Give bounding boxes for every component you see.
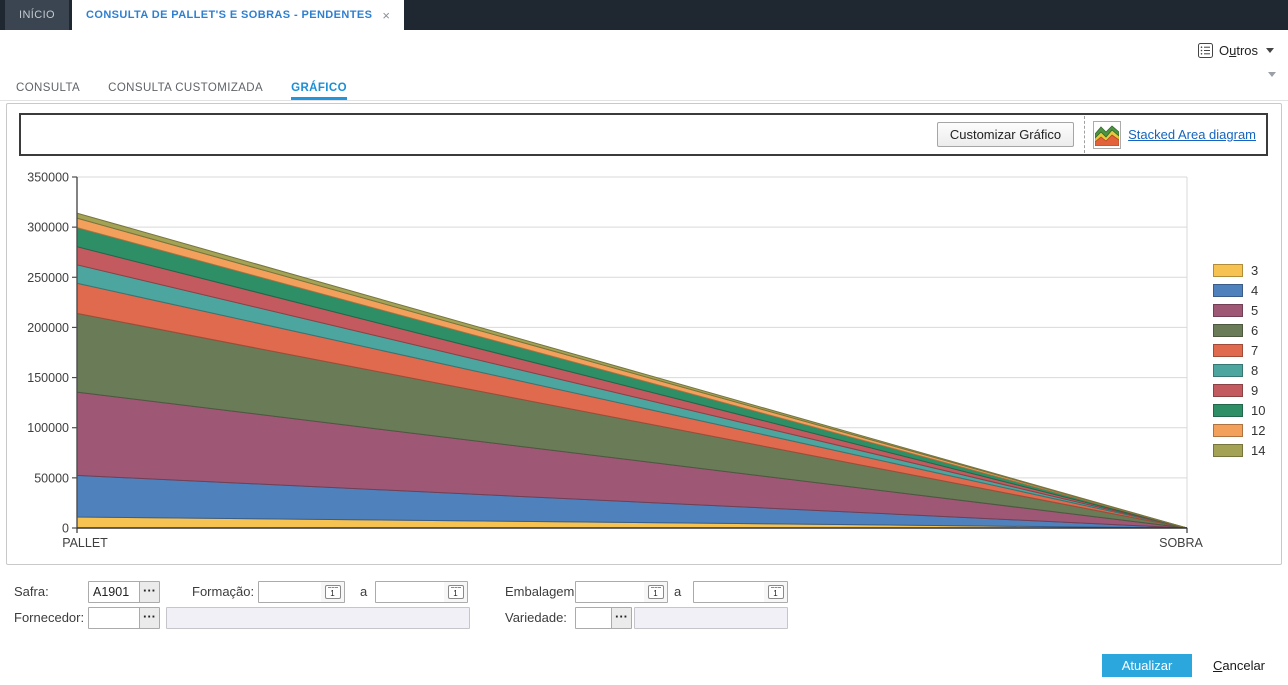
tab-consulta-customizada[interactable]: CONSULTA CUSTOMIZADA: [108, 82, 264, 94]
formacao-from-field: [258, 581, 345, 603]
chart-region: 0 50000 100000 150000 200000 250000 300000 3500…: [7, 162, 1281, 562]
legend-swatch: [1213, 343, 1243, 357]
embalagem-from-input[interactable]: [576, 582, 644, 602]
y-tick-label: 250000: [27, 271, 69, 285]
legend-swatch: [1213, 363, 1243, 377]
y-tick-label: 50000: [34, 471, 69, 485]
x-category-label: SOBRA: [1159, 536, 1203, 550]
legend-label: 10: [1251, 402, 1266, 418]
atualizar-button[interactable]: Atualizar: [1102, 654, 1192, 677]
y-tick-label: 200000: [27, 321, 69, 335]
embalagem-to-input[interactable]: [694, 582, 764, 602]
embalagem-from-field: [575, 581, 668, 603]
y-tick-label: 150000: [27, 371, 69, 385]
legend-label: 3: [1251, 262, 1259, 278]
legend-swatch: [1213, 443, 1243, 457]
fornecedor-label: Fornecedor:: [14, 610, 85, 625]
embalagem-label: Embalagem:: [505, 584, 578, 599]
legend-label: 9: [1251, 382, 1259, 398]
customize-chart-button[interactable]: Customizar Gráfico: [936, 122, 1075, 147]
legend-item: 3: [1213, 260, 1265, 280]
safra-label: Safra:: [14, 584, 49, 599]
view-tabs: CONSULTA CONSULTA CUSTOMIZADA GRÁFICO: [0, 78, 1288, 101]
legend-item: 6: [1213, 320, 1265, 340]
legend-swatch: [1213, 303, 1243, 317]
outros-label: Outros: [1218, 43, 1258, 58]
window-tab-label: INÍCIO: [19, 9, 56, 21]
ribbon: Outros: [0, 30, 1288, 70]
tab-consulta[interactable]: CONSULTA: [16, 82, 81, 94]
legend-label: 7: [1251, 342, 1259, 358]
chevron-down-icon: [1266, 48, 1274, 53]
chart-legend: 3 4 5 6 7 8 9 10 12 14: [1213, 260, 1265, 460]
tab-grafico[interactable]: GRÁFICO: [291, 82, 347, 100]
legend-item: 9: [1213, 380, 1265, 400]
fornecedor-input[interactable]: [89, 608, 139, 628]
legend-item: 10: [1213, 400, 1265, 420]
legend-label: 12: [1251, 422, 1266, 438]
chart-panel: Customizar Gráfico Stacked Area diagram …: [6, 103, 1282, 565]
legend-item: 7: [1213, 340, 1265, 360]
variedade-field: [575, 607, 632, 629]
formacao-range-separator: a: [360, 584, 368, 599]
collapse-chevron-icon[interactable]: [1268, 72, 1276, 77]
chart-toolbar: Customizar Gráfico Stacked Area diagram: [19, 113, 1268, 156]
calendar-icon[interactable]: [321, 582, 344, 602]
legend-swatch: [1213, 403, 1243, 417]
legend-swatch: [1213, 383, 1243, 397]
window-tab-consulta-pallets[interactable]: CONSULTA DE PALLET'S E SOBRAS - PENDENTE…: [72, 0, 405, 30]
legend-swatch: [1213, 263, 1243, 277]
outros-menu-button[interactable]: Outros: [1194, 41, 1278, 60]
fornecedor-description: [166, 607, 470, 629]
close-icon[interactable]: ×: [382, 7, 391, 23]
legend-item: 5: [1213, 300, 1265, 320]
legend-item: 12: [1213, 420, 1265, 440]
safra-field: [88, 581, 160, 603]
y-tick-label: 100000: [27, 421, 69, 435]
stacked-area-chart: 0 50000 100000 150000 200000 250000 300000 3500…: [27, 171, 1203, 551]
cancelar-button[interactable]: Cancelar: [1198, 654, 1280, 677]
window-tab-inicio[interactable]: INÍCIO: [5, 0, 70, 30]
stacked-area-icon[interactable]: [1093, 120, 1122, 149]
list-icon: [1197, 43, 1213, 58]
legend-swatch: [1213, 283, 1243, 297]
calendar-icon[interactable]: [444, 582, 467, 602]
calendar-icon[interactable]: [764, 582, 787, 602]
y-tick-label: 0: [62, 522, 69, 536]
formacao-to-field: [375, 581, 468, 603]
toolbar-separator: [1084, 116, 1086, 153]
ellipsis-button[interactable]: [139, 582, 159, 602]
legend-label: 14: [1251, 442, 1266, 458]
variedade-description: [634, 607, 788, 629]
formacao-label: Formação:: [192, 584, 255, 599]
safra-input[interactable]: [89, 582, 139, 602]
legend-item: 4: [1213, 280, 1265, 300]
formacao-from-input[interactable]: [259, 582, 321, 602]
legend-label: 5: [1251, 302, 1259, 318]
window-tab-label: CONSULTA DE PALLET'S E SOBRAS - PENDENTE…: [86, 9, 373, 21]
embalagem-range-separator: a: [674, 584, 682, 599]
variedade-input[interactable]: [576, 608, 611, 628]
legend-item: 8: [1213, 360, 1265, 380]
legend-swatch: [1213, 323, 1243, 337]
y-tick-label: 350000: [27, 171, 69, 185]
embalagem-to-field: [693, 581, 788, 603]
calendar-icon[interactable]: [644, 582, 667, 602]
ellipsis-button[interactable]: [611, 608, 631, 628]
variedade-label: Variedade:: [505, 610, 567, 625]
legend-swatch: [1213, 423, 1243, 437]
x-category-label: PALLET: [62, 536, 108, 550]
ellipsis-button[interactable]: [139, 608, 159, 628]
y-tick-label: 300000: [27, 221, 69, 235]
legend-label: 8: [1251, 362, 1259, 378]
diagram-type-link[interactable]: Stacked Area diagram: [1128, 127, 1256, 142]
legend-label: 4: [1251, 282, 1259, 298]
fornecedor-field: [88, 607, 160, 629]
window-tab-bar: INÍCIO CONSULTA DE PALLET'S E SOBRAS - P…: [0, 0, 1288, 30]
legend-item: 14: [1213, 440, 1265, 460]
legend-label: 6: [1251, 322, 1259, 338]
formacao-to-input[interactable]: [376, 582, 444, 602]
